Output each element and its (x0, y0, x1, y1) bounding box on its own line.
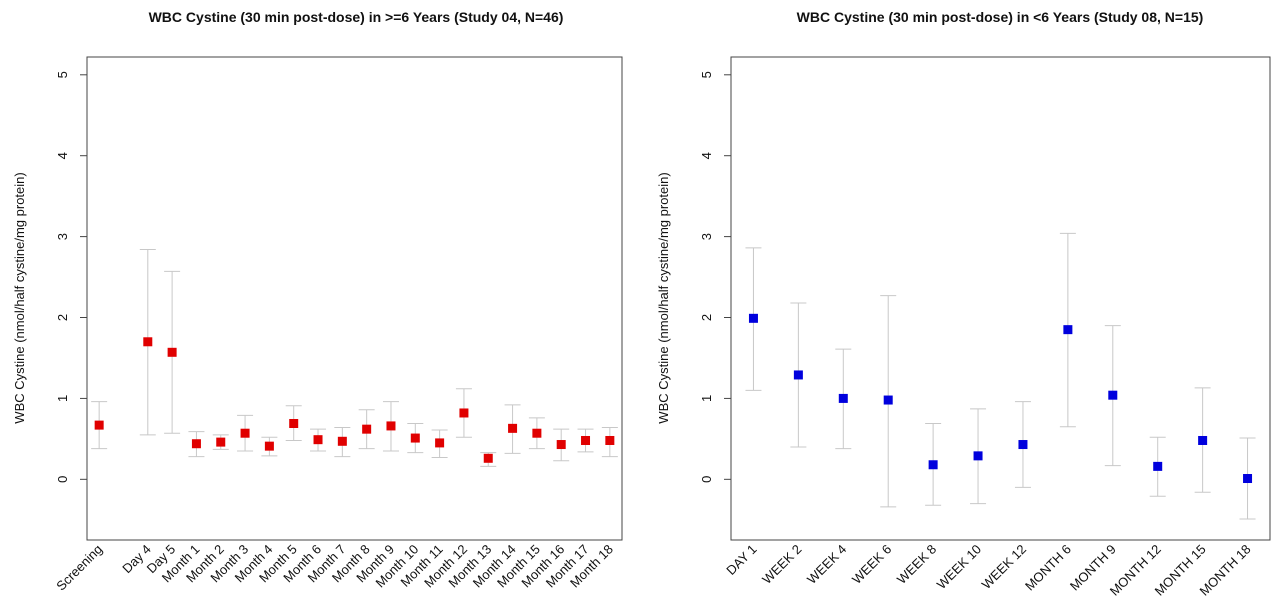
y-tick-label: 4 (55, 152, 70, 159)
plot-frame (730, 56, 1271, 541)
point (1243, 474, 1253, 484)
y-tick-label: 3 (699, 233, 714, 240)
point (508, 423, 518, 433)
x-tick-label: Screening (53, 542, 105, 594)
chart-title: WBC Cystine (30 min post-dose) in >=6 Ye… (149, 9, 564, 25)
point (191, 439, 201, 449)
plot-frame (86, 56, 623, 541)
point (1018, 440, 1028, 450)
point (838, 393, 848, 403)
point (748, 313, 758, 323)
x-tick-label: DAY 1 (723, 542, 759, 578)
y-tick-label: 0 (55, 476, 70, 483)
point (264, 441, 274, 451)
y-tick-label: 1 (55, 395, 70, 402)
x-tick-label: WEEK 8 (894, 542, 939, 587)
y-tick-label: 4 (699, 152, 714, 159)
point (410, 433, 420, 443)
point (143, 337, 153, 347)
y-tick-label: 1 (699, 395, 714, 402)
y-tick-label: 3 (55, 233, 70, 240)
point (556, 440, 566, 450)
point (1198, 435, 1208, 445)
point (581, 435, 591, 445)
point (532, 428, 542, 438)
x-tick-label: WEEK 10 (934, 542, 984, 592)
point (435, 438, 445, 448)
x-tick-label: WEEK 4 (804, 542, 849, 587)
point (1108, 390, 1118, 400)
point (386, 421, 396, 431)
point (1063, 325, 1073, 335)
y-tick-label: 2 (55, 314, 70, 321)
point (240, 428, 250, 438)
point (289, 418, 299, 428)
x-tick-label: WEEK 12 (979, 542, 1029, 592)
point (362, 424, 372, 434)
point (883, 395, 893, 405)
x-tick-label: MONTH 6 (1022, 542, 1074, 594)
y-tick-label: 5 (699, 71, 714, 78)
point (605, 435, 615, 445)
point (94, 420, 104, 430)
y-axis-label: WBC Cystine (nmol/half cystine/mg protei… (656, 172, 671, 423)
y-tick-label: 0 (699, 476, 714, 483)
y-tick-label: 2 (699, 314, 714, 321)
point (973, 451, 983, 461)
y-tick-label: 5 (55, 71, 70, 78)
x-tick-label: WEEK 6 (849, 542, 894, 587)
point (928, 460, 938, 470)
point (313, 435, 323, 445)
point (337, 436, 347, 446)
x-tick-label: WEEK 2 (759, 542, 804, 587)
point (216, 437, 226, 447)
point (483, 453, 493, 463)
point (793, 370, 803, 380)
point (167, 347, 177, 357)
point (1153, 461, 1163, 471)
y-axis-label: WBC Cystine (nmol/half cystine/mg protei… (12, 172, 27, 423)
point (459, 408, 469, 418)
chart-title: WBC Cystine (30 min post-dose) in <6 Yea… (797, 9, 1204, 25)
